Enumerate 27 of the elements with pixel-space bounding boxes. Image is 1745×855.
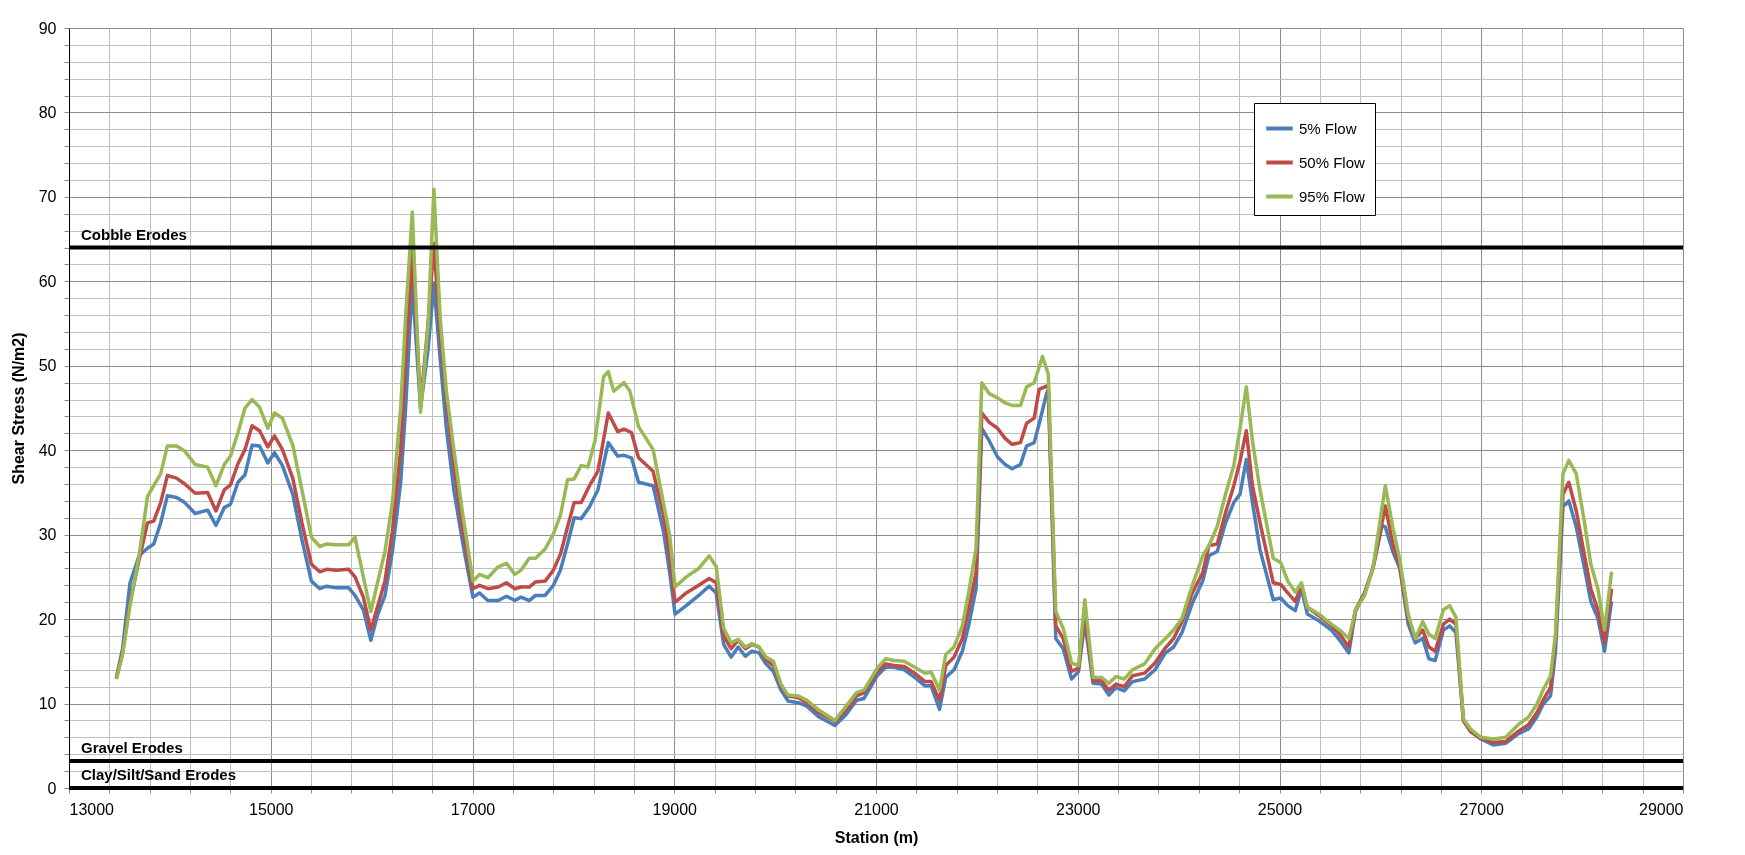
y-tick-label: 60: [38, 272, 57, 290]
legend-label: 50% Flow: [1299, 153, 1366, 171]
x-tick-label: 27000: [1459, 800, 1505, 818]
x-tick-label: 23000: [1056, 800, 1101, 818]
y-tick-label: 70: [38, 188, 57, 206]
x-tick-label: 13000: [69, 800, 115, 818]
y-tick-label: 0: [47, 779, 57, 797]
y-tick-label: 80: [38, 103, 57, 121]
x-tick-label: 29000: [1639, 800, 1684, 818]
ref-line-label: Gravel Erodes: [81, 738, 183, 756]
x-tick-label: 19000: [652, 800, 698, 818]
y-tick-label: 20: [38, 610, 57, 628]
legend-label: 95% Flow: [1299, 187, 1366, 205]
y-axis-title: Shear Stress (N/m2): [9, 332, 27, 485]
legend-label: 5% Flow: [1299, 119, 1357, 137]
x-tick-label: 17000: [450, 800, 496, 818]
y-tick-label: 50: [38, 357, 57, 375]
y-tick-label: 90: [38, 19, 57, 37]
x-tick-label: 21000: [854, 800, 899, 818]
x-tick-label: 15000: [249, 800, 294, 818]
y-tick-label: 30: [38, 526, 57, 544]
x-axis-title: Station (m): [834, 828, 919, 846]
y-tick-label: 40: [38, 441, 57, 459]
ref-line-label: Cobble Erodes: [81, 225, 187, 243]
y-tick-label: 10: [38, 695, 57, 713]
x-tick-label: 25000: [1257, 800, 1303, 818]
ref-line-label: Clay/Silt/Sand Erodes: [81, 766, 237, 783]
